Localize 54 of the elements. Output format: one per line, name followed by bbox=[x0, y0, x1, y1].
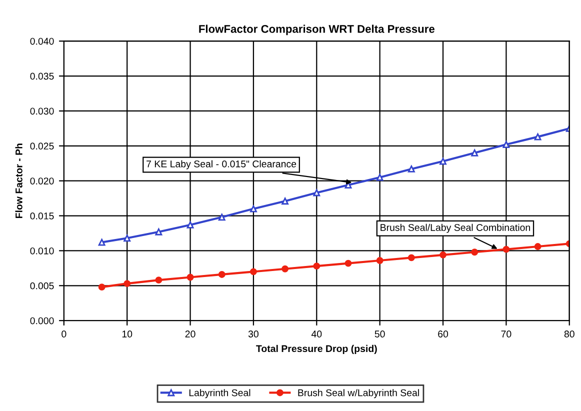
point bbox=[471, 248, 478, 256]
x-tick-label: 70 bbox=[501, 330, 512, 338]
point bbox=[124, 280, 131, 288]
point bbox=[376, 174, 384, 181]
y-tick-label: 0.025 bbox=[30, 142, 54, 150]
x-tick-label: 80 bbox=[564, 330, 574, 338]
point bbox=[313, 262, 320, 270]
chart-title: FlowFactor Comparison WRT Delta Pressure bbox=[199, 24, 435, 36]
point bbox=[98, 238, 106, 246]
y-tick-label: 0.000 bbox=[30, 317, 54, 324]
x-tick-label: 40 bbox=[311, 330, 322, 338]
y-tick-label: 0.015 bbox=[30, 212, 54, 220]
y-tick-label: 0.005 bbox=[30, 282, 54, 290]
y-tick-label: 0.035 bbox=[30, 72, 54, 80]
point bbox=[313, 189, 320, 196]
x-tick-label: 50 bbox=[374, 330, 385, 338]
point bbox=[408, 165, 415, 172]
point bbox=[440, 158, 446, 165]
point bbox=[502, 246, 510, 253]
point bbox=[502, 141, 510, 148]
x-tick-label: 10 bbox=[122, 330, 132, 338]
annotation: Brush Seal/Laby Seal Combination bbox=[380, 224, 530, 233]
point bbox=[344, 260, 352, 267]
y-tick-label: 0.010 bbox=[30, 247, 54, 254]
y-tick-label: 0.020 bbox=[30, 178, 54, 184]
point bbox=[218, 270, 226, 278]
y-tick-label: 0.040 bbox=[30, 38, 54, 45]
point bbox=[250, 205, 257, 212]
point bbox=[98, 284, 106, 291]
x-tick-label: 60 bbox=[438, 330, 448, 338]
x-axis-title: Total Pressure Drop (psid) bbox=[256, 344, 377, 354]
point bbox=[376, 257, 384, 264]
legend-label: Labyrinth Seal bbox=[189, 389, 250, 398]
legend-label: Brush Seal w/Labyrinth Seal bbox=[298, 389, 419, 398]
point bbox=[282, 265, 289, 272]
point bbox=[534, 243, 542, 250]
point bbox=[250, 268, 257, 276]
annotation: 7 KE Laby Seal - 0.015" Clearance bbox=[146, 160, 296, 170]
point bbox=[155, 228, 162, 236]
point bbox=[471, 149, 478, 156]
point bbox=[218, 214, 226, 221]
x-tick-label: 30 bbox=[248, 330, 258, 338]
point bbox=[124, 234, 131, 242]
point bbox=[534, 133, 542, 140]
point bbox=[440, 251, 446, 258]
point bbox=[408, 254, 415, 262]
x-tick-label: 20 bbox=[185, 330, 196, 338]
point bbox=[186, 221, 194, 228]
point bbox=[282, 198, 289, 205]
point bbox=[186, 274, 194, 281]
y-axis-title: Flow Factor - Ph bbox=[15, 144, 22, 218]
x-tick-label: 0 bbox=[62, 330, 66, 338]
point bbox=[155, 276, 162, 284]
y-tick-label: 0.030 bbox=[30, 108, 54, 115]
